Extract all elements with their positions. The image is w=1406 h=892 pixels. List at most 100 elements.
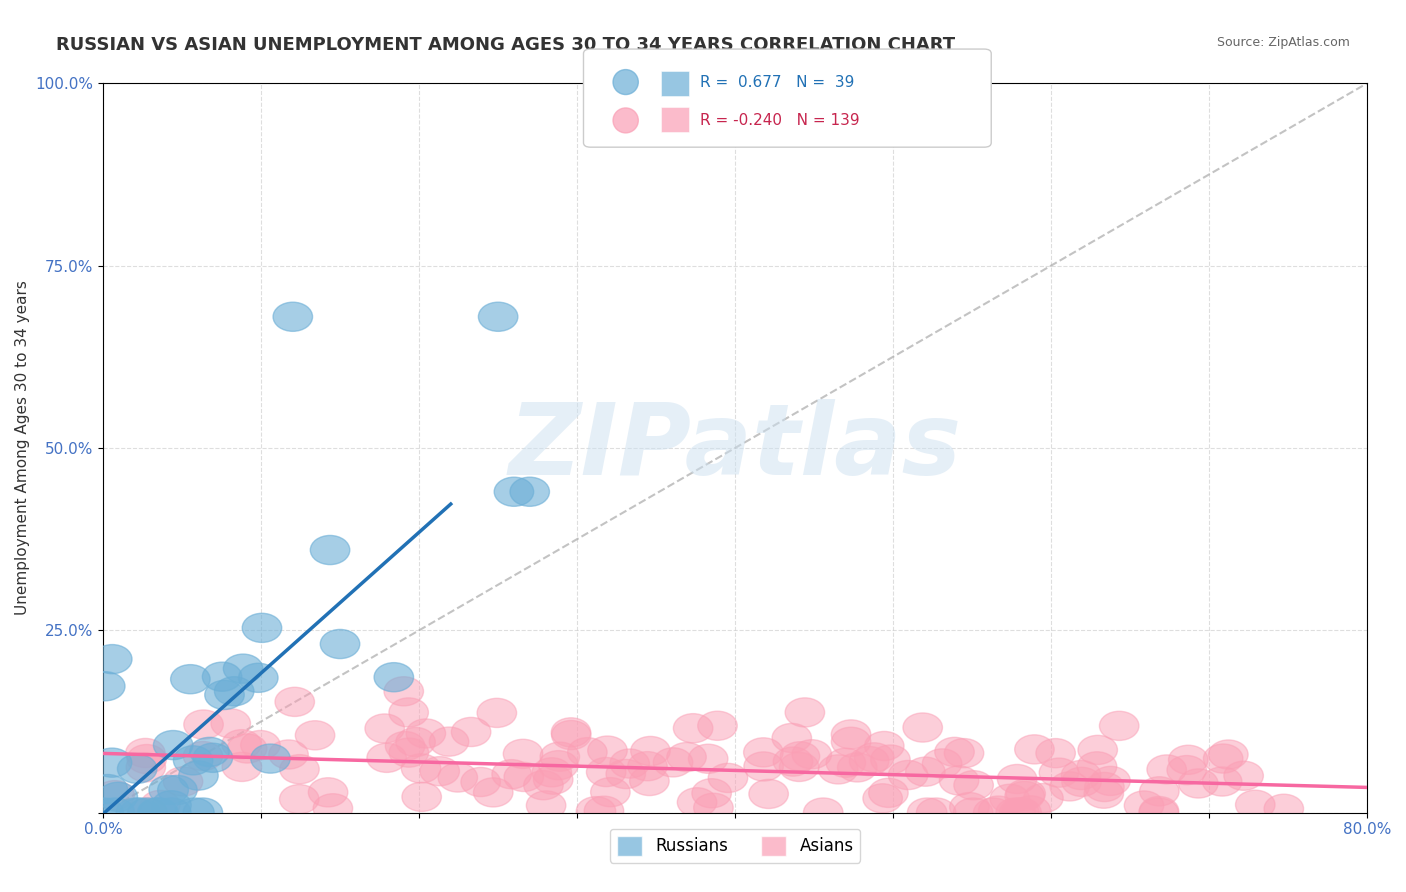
- Ellipse shape: [174, 798, 214, 827]
- Ellipse shape: [818, 755, 858, 784]
- Ellipse shape: [224, 654, 263, 683]
- Ellipse shape: [384, 677, 423, 706]
- Ellipse shape: [1236, 790, 1275, 820]
- Ellipse shape: [588, 736, 627, 765]
- Ellipse shape: [1002, 798, 1042, 827]
- Text: RUSSIAN VS ASIAN UNEMPLOYMENT AMONG AGES 30 TO 34 YEARS CORRELATION CHART: RUSSIAN VS ASIAN UNEMPLOYMENT AMONG AGES…: [56, 36, 955, 54]
- Ellipse shape: [477, 698, 516, 728]
- Ellipse shape: [269, 739, 308, 769]
- Ellipse shape: [666, 742, 706, 772]
- Ellipse shape: [1167, 756, 1206, 785]
- Ellipse shape: [1264, 794, 1303, 823]
- Ellipse shape: [907, 798, 946, 827]
- Ellipse shape: [995, 798, 1035, 827]
- Ellipse shape: [94, 780, 135, 810]
- Ellipse shape: [997, 764, 1036, 794]
- Ellipse shape: [953, 771, 994, 800]
- Ellipse shape: [939, 766, 979, 795]
- Ellipse shape: [591, 778, 630, 806]
- Ellipse shape: [1024, 783, 1063, 813]
- Ellipse shape: [273, 302, 312, 331]
- Ellipse shape: [127, 745, 166, 773]
- Ellipse shape: [295, 721, 335, 750]
- Ellipse shape: [606, 759, 645, 789]
- Ellipse shape: [205, 681, 245, 709]
- Ellipse shape: [1084, 779, 1123, 808]
- Ellipse shape: [692, 779, 731, 808]
- Ellipse shape: [173, 746, 212, 775]
- Ellipse shape: [865, 731, 904, 761]
- Ellipse shape: [510, 477, 550, 507]
- Ellipse shape: [494, 477, 534, 507]
- Ellipse shape: [451, 717, 491, 747]
- Ellipse shape: [869, 778, 908, 807]
- Ellipse shape: [1062, 761, 1101, 789]
- Ellipse shape: [773, 747, 813, 776]
- Ellipse shape: [1209, 740, 1249, 769]
- Ellipse shape: [420, 756, 460, 786]
- Ellipse shape: [429, 727, 468, 756]
- Ellipse shape: [838, 753, 877, 782]
- Ellipse shape: [540, 742, 579, 772]
- Ellipse shape: [461, 767, 501, 797]
- Ellipse shape: [139, 798, 179, 827]
- Ellipse shape: [157, 775, 197, 805]
- Ellipse shape: [374, 663, 413, 692]
- Ellipse shape: [280, 755, 319, 784]
- Ellipse shape: [149, 775, 188, 805]
- Ellipse shape: [744, 752, 783, 781]
- Ellipse shape: [179, 761, 218, 790]
- Ellipse shape: [314, 794, 353, 822]
- Ellipse shape: [193, 743, 232, 772]
- Ellipse shape: [673, 714, 713, 743]
- Ellipse shape: [84, 798, 124, 827]
- Ellipse shape: [503, 739, 543, 768]
- Ellipse shape: [831, 727, 870, 756]
- Ellipse shape: [1015, 735, 1054, 764]
- Ellipse shape: [863, 784, 903, 813]
- Ellipse shape: [152, 790, 191, 820]
- Ellipse shape: [117, 798, 156, 827]
- Ellipse shape: [202, 662, 242, 691]
- Ellipse shape: [367, 743, 406, 772]
- Ellipse shape: [709, 764, 748, 792]
- Ellipse shape: [889, 761, 928, 789]
- Ellipse shape: [1099, 711, 1139, 740]
- Ellipse shape: [96, 798, 135, 827]
- Text: ZIPatlas: ZIPatlas: [509, 400, 962, 497]
- Ellipse shape: [953, 798, 993, 827]
- Ellipse shape: [389, 738, 429, 767]
- Ellipse shape: [1168, 745, 1208, 774]
- Text: R =  0.677   N =  39: R = 0.677 N = 39: [700, 75, 855, 89]
- Ellipse shape: [128, 798, 167, 827]
- Ellipse shape: [184, 710, 224, 739]
- Ellipse shape: [93, 645, 132, 673]
- Ellipse shape: [183, 798, 222, 827]
- Ellipse shape: [870, 745, 910, 774]
- Ellipse shape: [276, 687, 315, 716]
- Ellipse shape: [308, 778, 347, 807]
- Text: Source: ZipAtlas.com: Source: ZipAtlas.com: [1216, 36, 1350, 49]
- Text: R = -0.240   N = 139: R = -0.240 N = 139: [700, 113, 860, 128]
- Ellipse shape: [1077, 752, 1116, 781]
- Ellipse shape: [849, 747, 889, 776]
- Y-axis label: Unemployment Among Ages 30 to 34 years: Unemployment Among Ages 30 to 34 years: [15, 281, 30, 615]
- Ellipse shape: [903, 713, 942, 742]
- Ellipse shape: [401, 754, 441, 783]
- Ellipse shape: [239, 664, 278, 692]
- Ellipse shape: [551, 721, 591, 749]
- Ellipse shape: [973, 798, 1012, 827]
- Ellipse shape: [689, 744, 728, 773]
- Ellipse shape: [240, 731, 280, 760]
- Ellipse shape: [89, 774, 128, 804]
- Ellipse shape: [1091, 766, 1130, 796]
- Ellipse shape: [1000, 798, 1039, 827]
- Ellipse shape: [242, 614, 281, 642]
- Ellipse shape: [1011, 796, 1050, 825]
- Ellipse shape: [215, 677, 254, 706]
- Ellipse shape: [945, 739, 984, 768]
- Ellipse shape: [905, 757, 945, 786]
- Ellipse shape: [780, 742, 820, 771]
- Ellipse shape: [792, 739, 831, 769]
- Ellipse shape: [138, 798, 177, 827]
